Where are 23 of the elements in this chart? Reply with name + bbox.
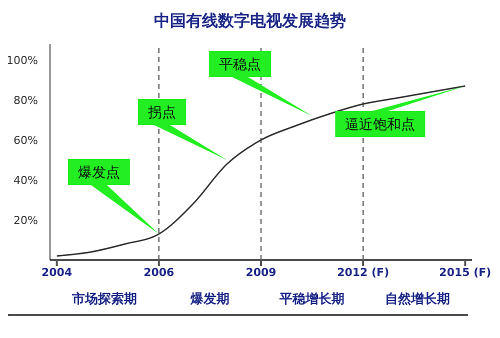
x-tick-label: 2006	[144, 266, 175, 279]
text: 市场探索期	[70, 290, 138, 308]
callout-box: 逼近饱和点	[335, 86, 466, 137]
x-tick-label: 2012 (F)	[337, 266, 390, 279]
text: 平稳增长期	[278, 291, 346, 308]
x-tick-label: 2015 (F)	[439, 266, 492, 279]
text: 爆发期	[189, 291, 230, 308]
y-tick-label: 80%	[14, 94, 38, 107]
annotation: 爆发点	[78, 165, 120, 181]
text: 自然增长期	[384, 291, 452, 308]
annotation: 平稳点	[219, 57, 262, 73]
callout-box: 拐点	[138, 99, 227, 160]
y-tick-label: 20%	[14, 214, 38, 227]
x-tick-label: 2009	[246, 266, 276, 279]
callout-box: 平稳点	[209, 51, 312, 116]
annotation: 拐点	[146, 105, 176, 121]
chart-title: 中国有线数字电视发展趋势	[153, 10, 347, 32]
callout-box: 爆发点	[68, 159, 159, 234]
annotation: 逼近饱和点	[345, 117, 416, 133]
y-tick-label: 40%	[14, 174, 38, 187]
y-tick-label: 100%	[6, 54, 38, 67]
x-tick-label: 2004	[41, 266, 72, 279]
y-tick-label: 60%	[14, 134, 38, 147]
